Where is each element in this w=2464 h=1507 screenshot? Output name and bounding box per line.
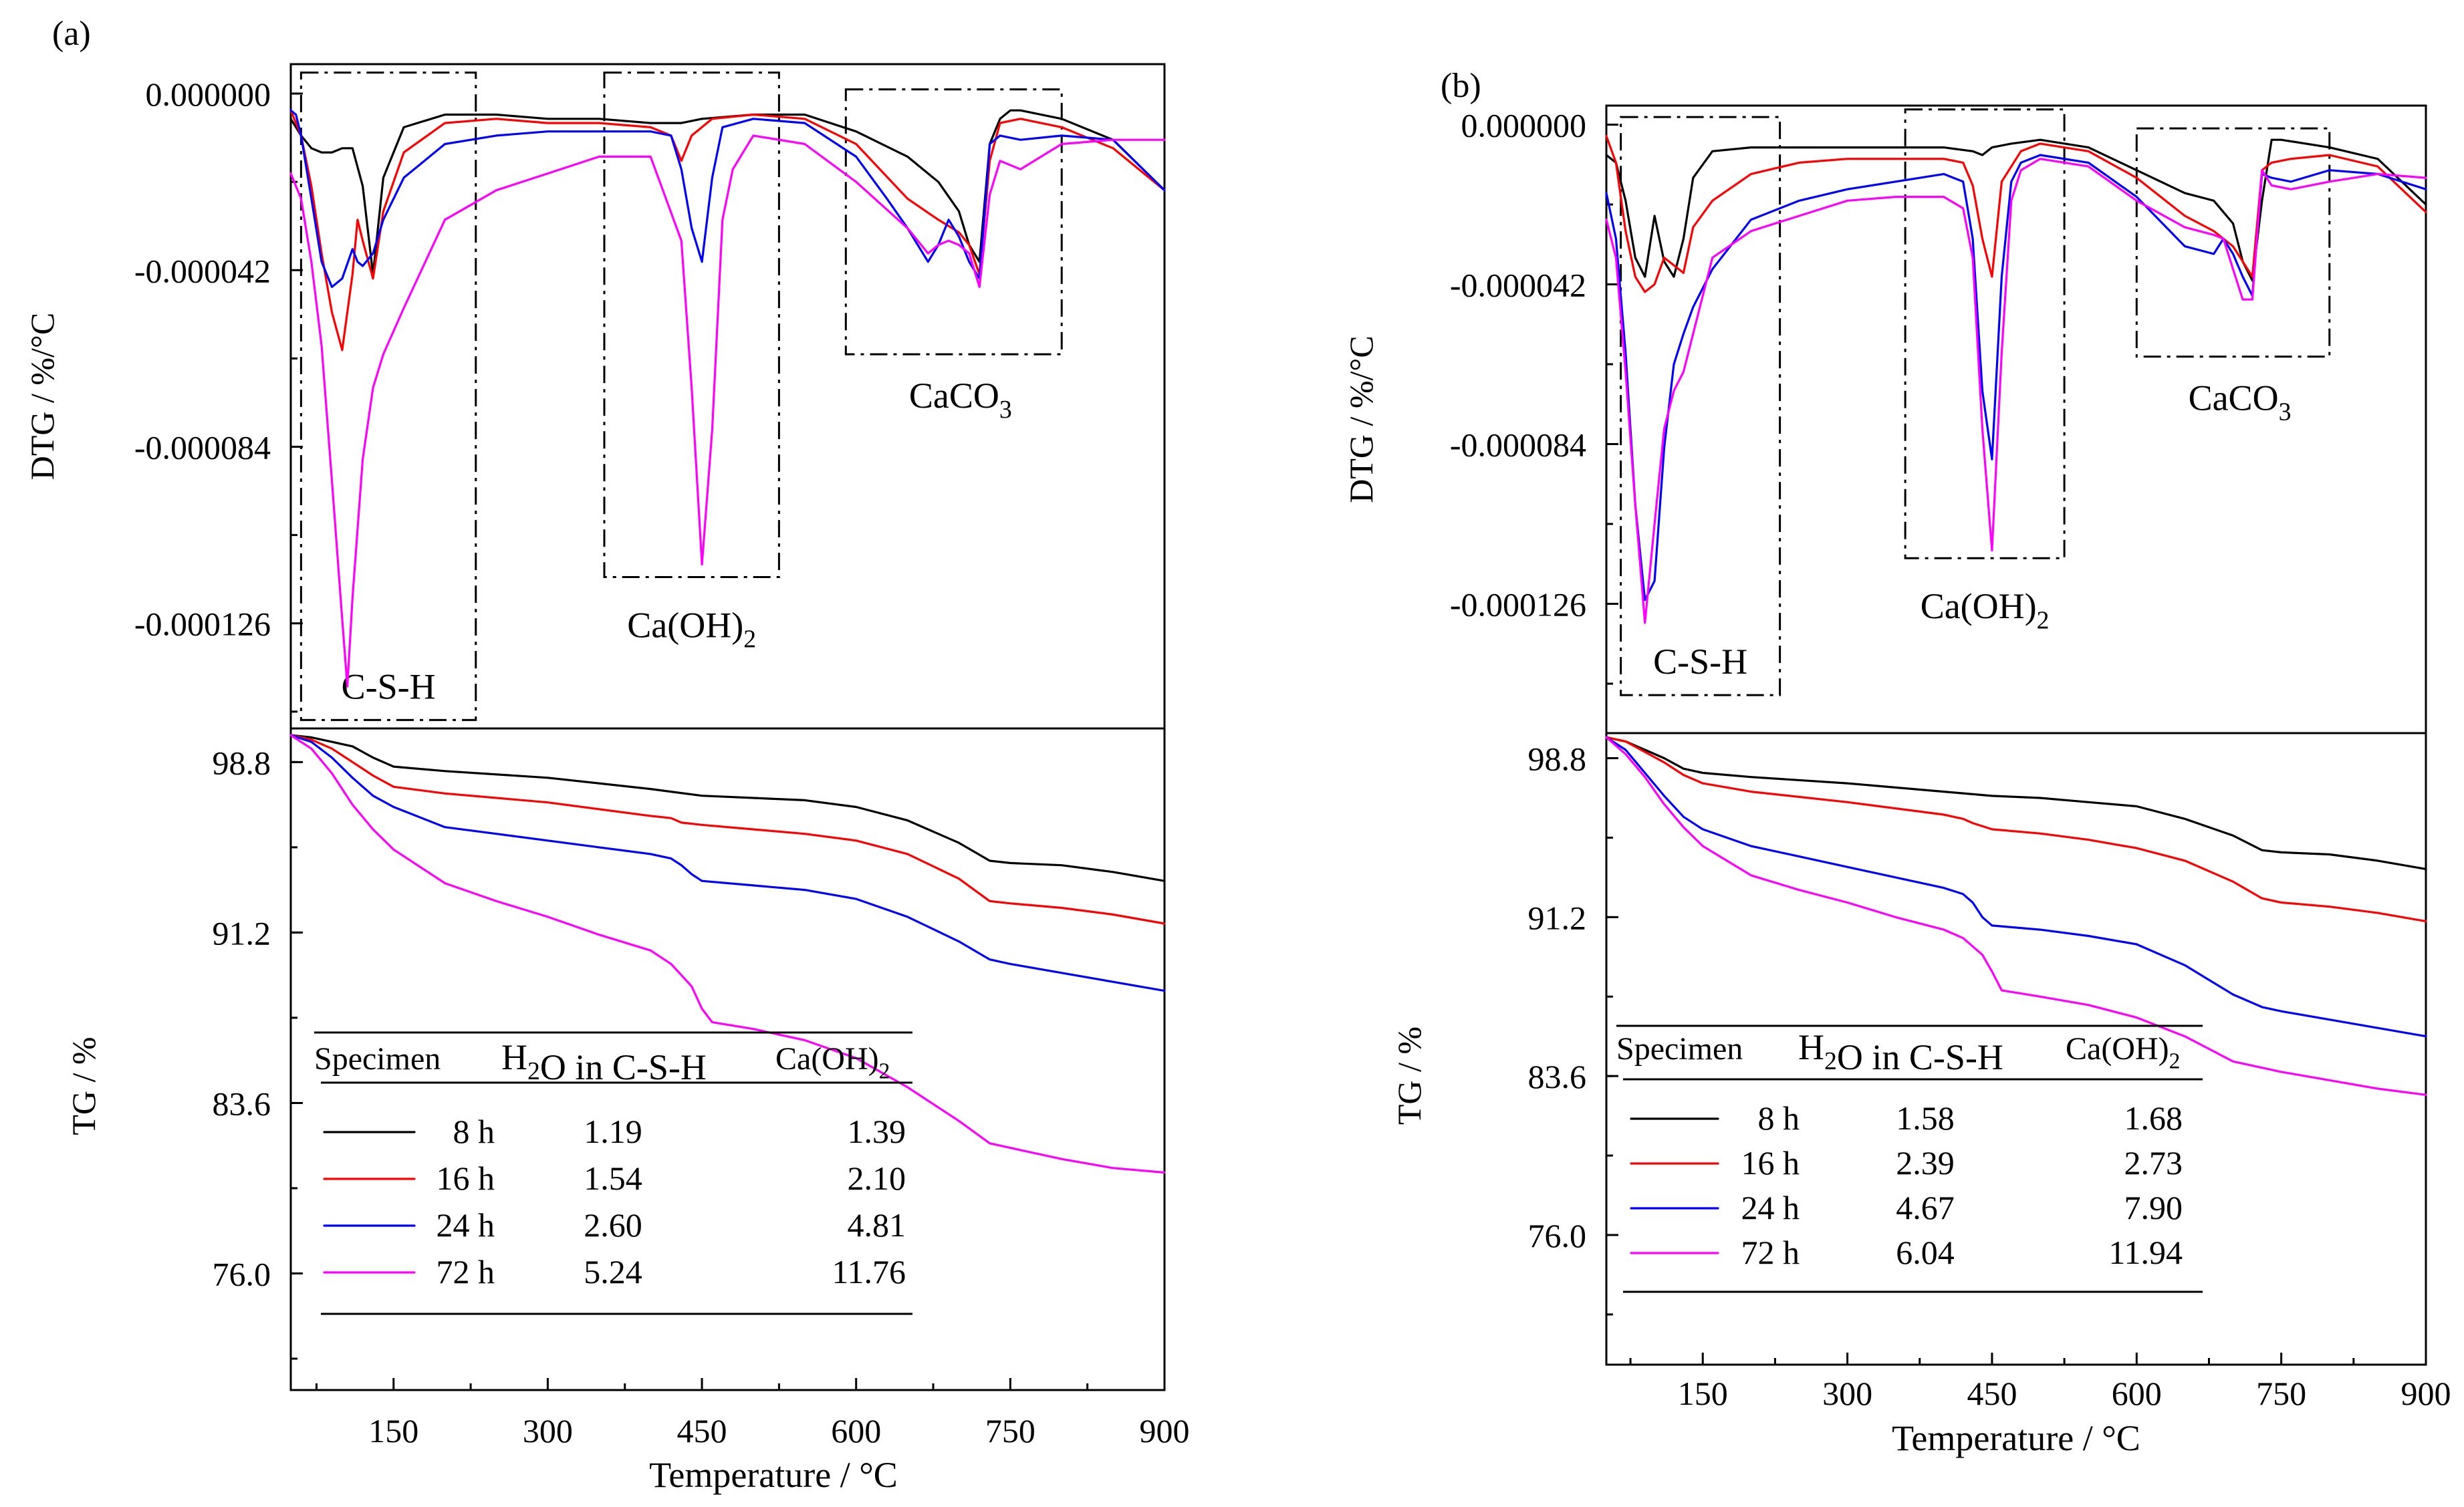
tg-series-8h <box>1605 736 2427 871</box>
annotation-box <box>844 88 1063 356</box>
tg-plot-frame <box>289 727 1166 1391</box>
table-h2o-value: 4.67 <box>1896 1189 1955 1226</box>
x-tick-label: 600 <box>2112 1375 2162 1412</box>
dtg-y-axis-label: DTG / %/°C <box>1342 335 1380 503</box>
tg-series-16h <box>1605 736 2427 923</box>
x-axis-label: Temperature / °C <box>1892 1418 2140 1458</box>
dtg-y-tick-label: 0.000000 <box>146 76 271 113</box>
tg-series-72h <box>1605 736 2427 1096</box>
dtg-y-tick-label: -0.000084 <box>1450 426 1586 463</box>
tg-y-tick-label: 83.6 <box>1528 1058 1587 1095</box>
table-h2o-value: 2.60 <box>584 1206 642 1244</box>
table-header-caoh2: Ca(OH)2 <box>2066 1031 2180 1073</box>
legend-specimen: 24 h <box>437 1206 495 1244</box>
annotation-label: CaCO3 <box>2189 378 2292 426</box>
annotation-label: C-S-H <box>342 666 436 706</box>
table-h2o-value: 2.39 <box>1896 1144 1955 1182</box>
dtg-y-axis-label: DTG / %/°C <box>23 313 61 481</box>
table-header-h2o: H2O in C-S-H <box>1798 1027 2003 1077</box>
tg-y-axis-label: TG / % <box>1390 1026 1428 1125</box>
x-tick-label: 600 <box>831 1412 881 1450</box>
table-caoh2-value: 2.10 <box>848 1159 906 1197</box>
tg-y-tick-label: 83.6 <box>213 1085 271 1122</box>
tg-y-tick-label: 91.2 <box>1528 899 1587 936</box>
dtg-plot-frame <box>1605 104 2427 734</box>
legend-specimen: 24 h <box>1741 1189 1800 1226</box>
legend-specimen: 16 h <box>1741 1144 1800 1182</box>
x-tick-label: 900 <box>1140 1412 1190 1450</box>
tg-y-tick-label: 91.2 <box>213 914 271 952</box>
table-h2o-value: 5.24 <box>584 1253 642 1290</box>
panel-label-a: (a) <box>52 15 91 53</box>
x-tick-label: 150 <box>368 1412 418 1450</box>
tg-series-8h <box>289 734 1166 882</box>
table-header-specimen: Specimen <box>1616 1031 1743 1067</box>
legend-specimen: 8 h <box>453 1113 495 1150</box>
table-h2o-value: 1.54 <box>584 1159 642 1197</box>
dtg-y-tick-label: 0.000000 <box>1461 106 1587 144</box>
table-header-caoh2: Ca(OH)2 <box>775 1041 890 1083</box>
dtg-series-24h <box>1605 154 2427 601</box>
dtg-y-tick-label: -0.000126 <box>1450 586 1586 624</box>
tg-series-72h <box>289 734 1166 1174</box>
dtg-series-16h <box>1605 134 2427 293</box>
tg-y-tick-label: 98.8 <box>1528 740 1587 778</box>
table-header-h2o: H2O in C-S-H <box>501 1037 707 1087</box>
table-h2o-value: 1.19 <box>584 1113 642 1150</box>
dtg-y-tick-label: -0.000084 <box>134 428 271 466</box>
annotation-label: C-S-H <box>1653 642 1747 682</box>
table-h2o-value: 6.04 <box>1896 1234 1955 1271</box>
tg-y-tick-label: 76.0 <box>213 1255 271 1292</box>
dtg-series-72h <box>289 134 1166 688</box>
table-caoh2-value: 11.76 <box>832 1253 906 1290</box>
table-caoh2-value: 4.81 <box>848 1206 906 1244</box>
table-caoh2-value: 1.68 <box>2124 1099 2183 1137</box>
dtg-y-tick-label: -0.000042 <box>1450 266 1586 303</box>
x-axis-label: Temperature / °C <box>649 1455 898 1495</box>
annotation-box <box>603 72 780 579</box>
table-caoh2-value: 2.73 <box>2124 1144 2183 1182</box>
x-tick-label: 450 <box>1967 1375 2017 1412</box>
panel-a: 0.000000 -0.000042 -0.000084 -0.000126 DTG /… <box>23 63 1190 1495</box>
tg-series-16h <box>289 734 1166 925</box>
dtg-series-72h <box>1605 158 2427 624</box>
panel-label-b: (b) <box>1441 67 1481 105</box>
legend-specimen: 72 h <box>1741 1234 1800 1271</box>
x-tick-label: 750 <box>985 1412 1035 1450</box>
x-tick-label: 150 <box>1678 1375 1728 1412</box>
x-tick-label: 900 <box>2401 1375 2451 1412</box>
table-caoh2-value: 11.94 <box>2108 1234 2183 1271</box>
annotation-box <box>1620 116 1781 696</box>
table-caoh2-value: 1.39 <box>848 1113 906 1150</box>
panel-b: 0.000000 -0.000042 -0.000084 -0.000126 DTG /… <box>1342 104 2451 1458</box>
tg-y-axis-label: TG / % <box>65 1037 102 1135</box>
annotation-label: CaCO3 <box>909 376 1012 424</box>
x-tick-label: 450 <box>677 1412 727 1450</box>
tg-series-24h <box>1605 736 2427 1038</box>
annotation-label: Ca(OH)2 <box>627 605 756 654</box>
annotation-box <box>299 72 477 721</box>
table-h2o-value: 1.58 <box>1896 1099 1955 1137</box>
annotation-label: Ca(OH)2 <box>1921 586 2050 634</box>
tg-plot-frame <box>1605 732 2427 1366</box>
legend-specimen: 72 h <box>437 1253 495 1290</box>
tg-y-tick-label: 98.8 <box>213 744 271 781</box>
tg-series-24h <box>289 734 1166 992</box>
dtg-series-8h <box>1605 138 2427 282</box>
legend-specimen: 16 h <box>437 1159 495 1197</box>
table-caoh2-value: 7.90 <box>2124 1189 2183 1226</box>
dtg-y-tick-label: -0.000042 <box>134 252 271 289</box>
legend-specimen: 8 h <box>1758 1099 1800 1137</box>
x-tick-label: 300 <box>1822 1375 1872 1412</box>
dtg-y-tick-label: -0.000126 <box>134 605 271 643</box>
dtg-series-8h <box>289 109 1166 276</box>
annotation-box <box>2135 127 2331 358</box>
tg-y-tick-label: 76.0 <box>1528 1217 1587 1254</box>
x-tick-label: 300 <box>523 1412 573 1450</box>
table-header-specimen: Specimen <box>314 1041 441 1077</box>
dtg-series-16h <box>289 109 1166 352</box>
annotation-box <box>1904 108 2066 559</box>
x-tick-label: 750 <box>2256 1375 2306 1412</box>
